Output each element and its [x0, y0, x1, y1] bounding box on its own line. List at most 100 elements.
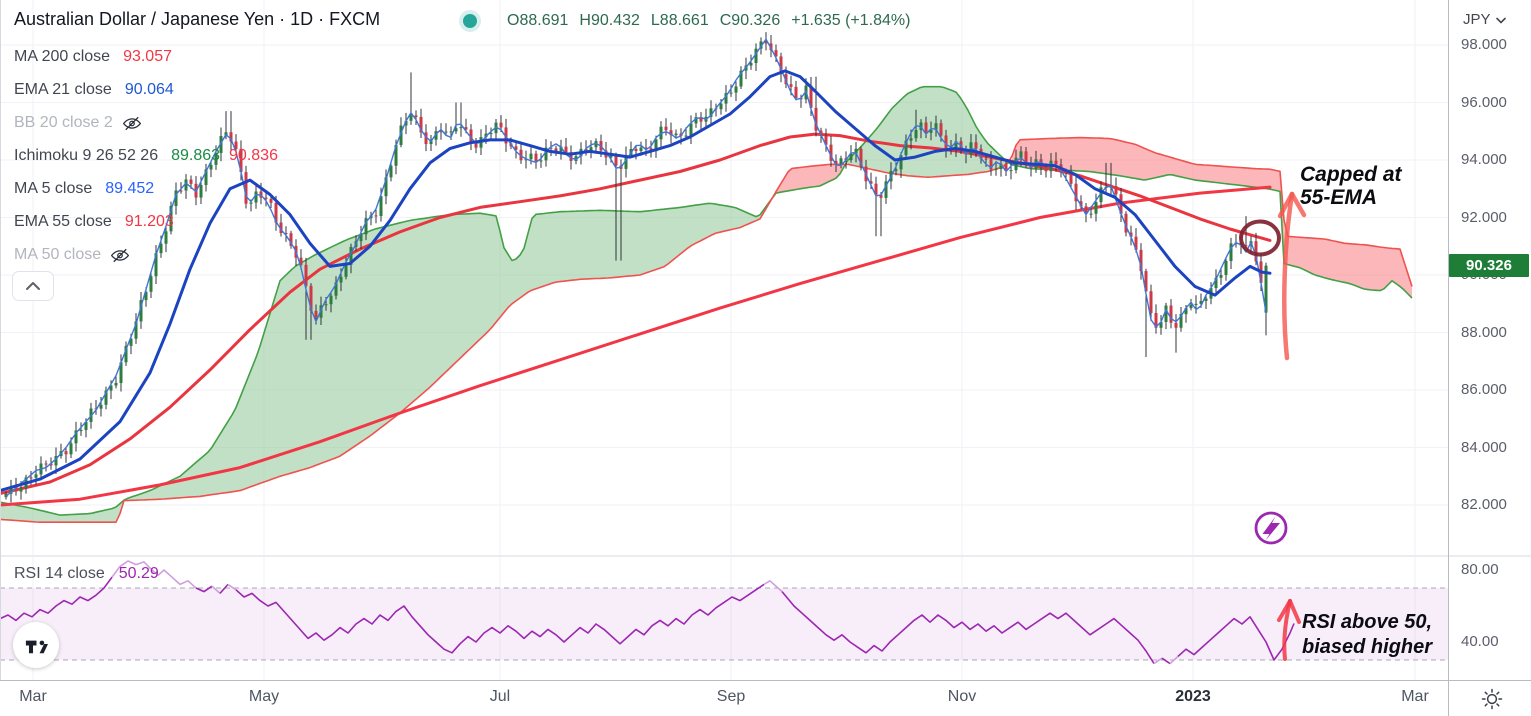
symbol-title[interactable]: Australian Dollar / Japanese Yen · 1D · … [14, 9, 381, 29]
candle-body [1094, 202, 1098, 214]
candle-body [984, 158, 988, 160]
candle-body [954, 141, 958, 149]
candle-body [359, 234, 363, 242]
candle-body [49, 463, 53, 466]
lightning-icon[interactable] [1254, 511, 1288, 545]
candle-body [1179, 314, 1183, 328]
candle-body [329, 295, 333, 305]
annotation-capped-text[interactable]: Capped at 55-EMA [1300, 163, 1402, 209]
candle-body [424, 132, 428, 145]
candle-body [524, 159, 528, 161]
candle-body [309, 285, 313, 311]
annotation-arrow-up-price-head[interactable] [1277, 191, 1307, 219]
candle-body [139, 300, 143, 322]
candle-body [119, 362, 123, 383]
ohlc-open: O88.691 [507, 12, 569, 29]
legend-row-ema-55-close[interactable]: EMA 55 close 91.203 [14, 211, 183, 233]
candle-body [894, 169, 898, 171]
legend-row-ma-50-close[interactable]: MA 50 close [14, 244, 130, 266]
last-price-label: 90.326 [1449, 254, 1529, 277]
candle-body [809, 85, 813, 108]
axis-settings-button[interactable] [1478, 686, 1506, 712]
candle-body [109, 385, 113, 391]
candle-body [834, 160, 838, 164]
candle-body [204, 169, 208, 185]
candle-body [944, 135, 948, 150]
lightning-bolt [1262, 516, 1280, 541]
candle-body [779, 56, 783, 75]
candle-body [349, 246, 353, 265]
price-scale-label-94.000: 94.000 [1461, 151, 1507, 168]
sun-icon [1481, 688, 1503, 710]
candle-body [584, 148, 588, 151]
candle-body [64, 451, 68, 455]
annotation-arrow-up-price[interactable] [1282, 191, 1295, 361]
time-label-Mar: Mar [19, 688, 47, 705]
rsi-line [1161, 657, 1171, 665]
visibility-toggle[interactable] [122, 115, 142, 132]
candle-body [724, 93, 728, 104]
legend-row-ichimoku-9-26-52-26[interactable]: Ichimoku 9 26 52 26 89.863 90.836 [14, 145, 287, 167]
legend-row-values: 89.452 [105, 180, 163, 198]
candle-body [389, 165, 393, 178]
legend-row-bb-20-close-2[interactable]: BB 20 close 2 [14, 112, 142, 134]
candle-body [1184, 308, 1188, 315]
candle-body [339, 276, 343, 283]
rsi-legend-label: RSI 14 close [14, 565, 105, 582]
rsi-legend[interactable]: RSI 14 close 50.29 [14, 565, 159, 583]
candle-body [149, 276, 153, 292]
candle-body [1264, 265, 1268, 313]
candle-body [654, 139, 658, 152]
candle-body [664, 126, 668, 131]
annotation-arrow-up-rsi-head[interactable] [1277, 599, 1301, 624]
candle-body [484, 133, 488, 138]
candle-body [104, 390, 108, 405]
market-status-dot[interactable] [463, 14, 477, 28]
annotation-ellipse[interactable] [1239, 219, 1281, 257]
candle-body [159, 243, 163, 254]
candle-body [699, 117, 703, 122]
price-scale-label-96.000: 96.000 [1461, 93, 1507, 111]
candle-body [379, 196, 383, 217]
tradingview-logo[interactable] [13, 622, 59, 668]
rsi-line [211, 585, 221, 594]
ichimoku-cloud [0, 203, 768, 523]
price-scale-label-86.000: 86.000 [1461, 381, 1507, 398]
candle-body [409, 115, 413, 121]
candle-body [384, 177, 388, 197]
legend-row-values: 91.203 [125, 213, 183, 231]
candle-body [279, 222, 283, 234]
ohlc-close: C90.326 [719, 12, 781, 29]
candle-body [739, 70, 743, 87]
currency-axis-button[interactable]: JPY [1463, 11, 1506, 28]
candle-body [569, 152, 573, 161]
annotation-rsi-line2: biased higher [1302, 636, 1433, 658]
candle-body [19, 488, 23, 492]
candle-body [44, 463, 48, 465]
candle-body [929, 129, 933, 133]
candle-body [229, 132, 233, 142]
candle-body [254, 191, 258, 203]
candle-body [499, 122, 503, 128]
ema21-line [0, 69, 1272, 493]
legend-row-values: 89.863 90.836 [171, 147, 287, 165]
legend-row-label: EMA 21 close [14, 81, 112, 98]
candle-body [1079, 201, 1083, 207]
candle-body [1029, 164, 1033, 169]
candle-body [69, 443, 73, 455]
visibility-toggle[interactable] [110, 247, 130, 264]
candle-body [454, 128, 458, 132]
legend-row-ma-5-close[interactable]: MA 5 close 89.452 [14, 178, 163, 200]
legend-row-ma-200-close[interactable]: MA 200 close 93.057 [14, 46, 181, 68]
candle-body [719, 103, 723, 110]
eye-off-icon [111, 248, 130, 262]
candle-body [709, 108, 713, 117]
candle-body [614, 155, 618, 166]
legend-row-ema-21-close[interactable]: EMA 21 close 90.064 [14, 79, 183, 101]
candle-body [754, 48, 758, 64]
annotation-rsi-text[interactable]: RSI above 50, biased higher [1302, 610, 1432, 660]
legend-collapse-button[interactable] [12, 271, 54, 301]
candle-body [79, 430, 83, 432]
candle-body [99, 404, 103, 409]
